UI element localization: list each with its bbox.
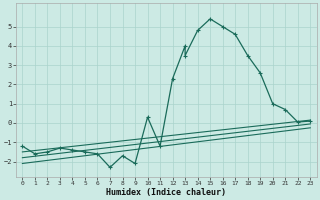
X-axis label: Humidex (Indice chaleur): Humidex (Indice chaleur) [106,188,226,197]
